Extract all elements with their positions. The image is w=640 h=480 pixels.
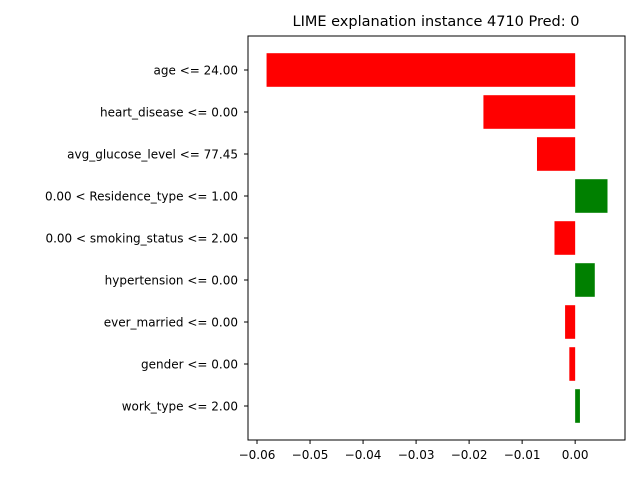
y-tick-label-age-24-00: age <= 24.00 — [154, 64, 238, 78]
chart-title: LIME explanation instance 4710 Pred: 0 — [293, 14, 580, 30]
bar-work-type-2-00 — [575, 389, 580, 423]
x-ticks: −0.06 −0.05 −0.04 −0.03 −0.02 −0.01 0.00 — [239, 440, 589, 462]
x-tick-label: −0.01 — [504, 448, 541, 462]
bar-heart-disease-0-00 — [483, 95, 576, 129]
y-tick-label-0-00-residence-type-1-00: 0.00 < Residence_type <= 1.00 — [45, 190, 238, 204]
x-tick-label: −0.06 — [239, 448, 276, 462]
x-tick-label: −0.03 — [398, 448, 435, 462]
bar-avg-glucose-level-77-45 — [536, 137, 576, 171]
bar-age-24-00 — [266, 53, 576, 87]
y-tick-label-heart-disease-0-00: heart_disease <= 0.00 — [100, 106, 238, 120]
y-tick-labels: age <= 24.00 heart_disease <= 0.00 avg_glu… — [45, 64, 248, 414]
x-tick-label: −0.04 — [345, 448, 382, 462]
bar-hypertension-0-00 — [575, 263, 595, 297]
bars-group — [266, 53, 608, 423]
y-tick-label-gender-0-00: gender <= 0.00 — [141, 358, 238, 372]
y-tick-label-work-type-2-00: work_type <= 2.00 — [122, 400, 238, 414]
x-tick-label: −0.02 — [451, 448, 488, 462]
x-tick-label: −0.05 — [292, 448, 329, 462]
bar-gender-0-00 — [569, 347, 576, 381]
axes-frame — [247, 35, 626, 441]
y-tick-label-avg-glucose-level-77-45: avg_glucose_level <= 77.45 — [67, 148, 238, 162]
bar-0-00-smoking-status-2-00 — [554, 221, 576, 255]
bar-ever-married-0-00 — [565, 305, 576, 339]
y-tick-label-ever-married-0-00: ever_married <= 0.00 — [104, 316, 238, 330]
x-tick-label: 0.00 — [562, 448, 589, 462]
bar-0-00-residence-type-1-00 — [575, 179, 608, 213]
y-tick-label-0-00-smoking-status-2-00: 0.00 < smoking_status <= 2.00 — [45, 232, 238, 246]
y-tick-label-hypertension-0-00: hypertension <= 0.00 — [105, 274, 238, 288]
